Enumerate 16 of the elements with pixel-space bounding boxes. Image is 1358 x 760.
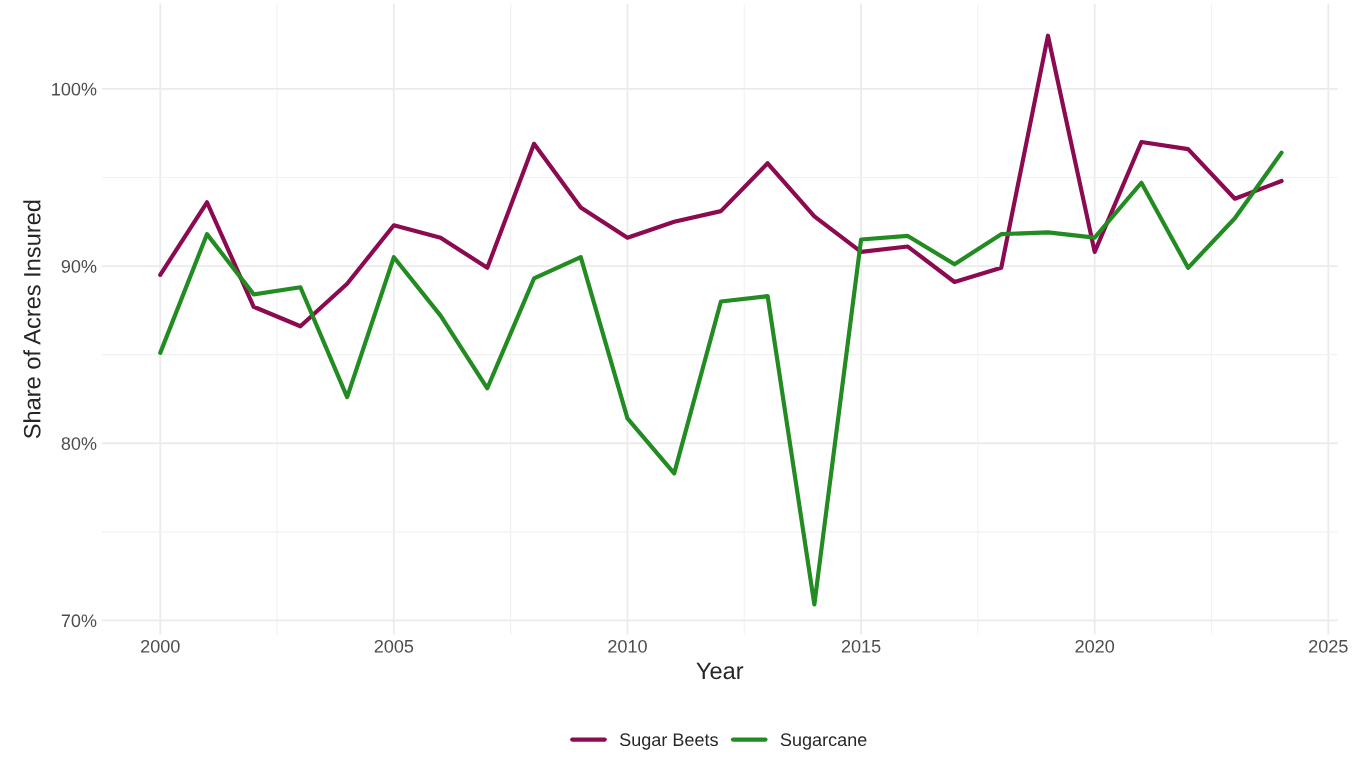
x-tick-label: 2020 [1075, 639, 1115, 653]
y-tick-label: 90% [61, 259, 97, 273]
x-axis-title: Year [696, 662, 744, 680]
x-tick-label: 2000 [141, 639, 180, 653]
line-series [158, 33, 1284, 329]
y-tick-label: 80% [61, 437, 97, 450]
y-tick-label: 70% [61, 614, 97, 628]
line-series [158, 150, 1284, 607]
x-tick-label: 2015 [841, 639, 881, 653]
x-tick-label: 2010 [608, 639, 647, 653]
y-tick-label: 100% [52, 82, 97, 96]
y-axis-title: Share of Acres Insured [23, 200, 41, 439]
x-tick-label: 2025 [1309, 639, 1348, 653]
x-tick-label: 2005 [374, 639, 414, 653]
legend-label: Sugarcane [780, 733, 867, 750]
legend-label: Sugar Beets [619, 733, 718, 750]
